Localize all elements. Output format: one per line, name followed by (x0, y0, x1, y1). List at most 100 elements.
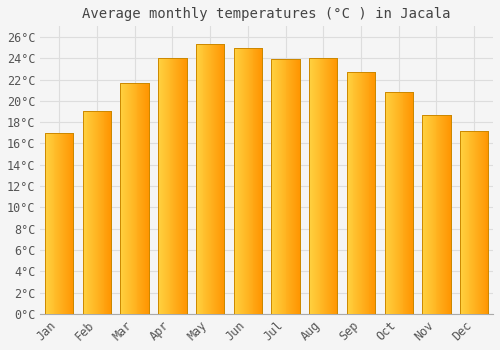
Bar (448, 115, 450, 314)
Bar (326, 58, 327, 314)
Bar (470, 131, 472, 314)
Bar (393, 92, 394, 314)
Bar (486, 131, 488, 314)
Bar (199, 44, 200, 314)
Bar (45, 133, 74, 314)
Bar (347, 72, 348, 314)
Bar (441, 115, 442, 314)
Bar (202, 44, 203, 314)
Bar (438, 115, 440, 314)
Bar (466, 131, 468, 314)
Bar (126, 83, 127, 314)
Bar (354, 72, 356, 314)
Bar (222, 44, 224, 314)
Bar (214, 44, 215, 314)
Bar (259, 48, 260, 314)
Bar (465, 131, 466, 314)
Bar (209, 44, 210, 314)
Bar (311, 58, 312, 314)
Bar (372, 72, 374, 314)
Bar (47, 133, 48, 314)
Bar (404, 92, 406, 314)
Bar (348, 72, 350, 314)
Bar (96, 112, 97, 314)
Bar (102, 112, 104, 314)
Bar (432, 115, 434, 314)
Bar (478, 131, 479, 314)
Bar (210, 44, 211, 314)
Bar (276, 59, 277, 314)
Bar (196, 44, 197, 314)
Bar (292, 59, 293, 314)
Bar (316, 58, 318, 314)
Bar (56, 133, 58, 314)
Bar (163, 58, 164, 314)
Bar (299, 59, 300, 314)
Bar (407, 92, 408, 314)
Bar (384, 92, 413, 314)
Bar (98, 112, 99, 314)
Bar (257, 48, 258, 314)
Bar (322, 58, 324, 314)
Bar (140, 83, 141, 314)
Bar (60, 133, 61, 314)
Bar (249, 48, 250, 314)
Bar (146, 83, 147, 314)
Bar (172, 58, 174, 314)
Bar (281, 59, 282, 314)
Bar (356, 72, 357, 314)
Bar (161, 58, 162, 314)
Bar (166, 58, 168, 314)
Bar (274, 59, 275, 314)
Bar (398, 92, 400, 314)
Bar (411, 92, 412, 314)
Bar (384, 92, 413, 314)
Bar (294, 59, 295, 314)
Bar (429, 115, 430, 314)
Bar (70, 133, 72, 314)
Bar (286, 59, 288, 314)
Bar (394, 92, 395, 314)
Bar (460, 131, 488, 314)
Bar (97, 112, 98, 314)
Bar (104, 112, 106, 314)
Bar (252, 48, 254, 314)
Bar (391, 92, 392, 314)
Bar (334, 58, 336, 314)
Bar (250, 48, 252, 314)
Bar (293, 59, 294, 314)
Bar (261, 48, 262, 314)
Bar (446, 115, 447, 314)
Bar (272, 59, 299, 314)
Bar (196, 44, 224, 314)
Bar (408, 92, 409, 314)
Bar (127, 83, 128, 314)
Bar (158, 58, 186, 314)
Bar (347, 72, 375, 314)
Bar (200, 44, 202, 314)
Bar (215, 44, 216, 314)
Bar (282, 59, 284, 314)
Bar (312, 58, 313, 314)
Bar (240, 48, 241, 314)
Bar (392, 92, 393, 314)
Bar (142, 83, 143, 314)
Bar (120, 83, 149, 314)
Bar (309, 58, 338, 314)
Bar (234, 48, 262, 314)
Bar (428, 115, 429, 314)
Bar (159, 58, 160, 314)
Bar (363, 72, 364, 314)
Bar (120, 83, 122, 314)
Bar (463, 131, 464, 314)
Bar (48, 133, 49, 314)
Bar (388, 92, 390, 314)
Bar (46, 133, 47, 314)
Bar (248, 48, 249, 314)
Bar (241, 48, 242, 314)
Bar (430, 115, 431, 314)
Bar (327, 58, 328, 314)
Bar (444, 115, 445, 314)
Bar (158, 58, 159, 314)
Bar (234, 48, 262, 314)
